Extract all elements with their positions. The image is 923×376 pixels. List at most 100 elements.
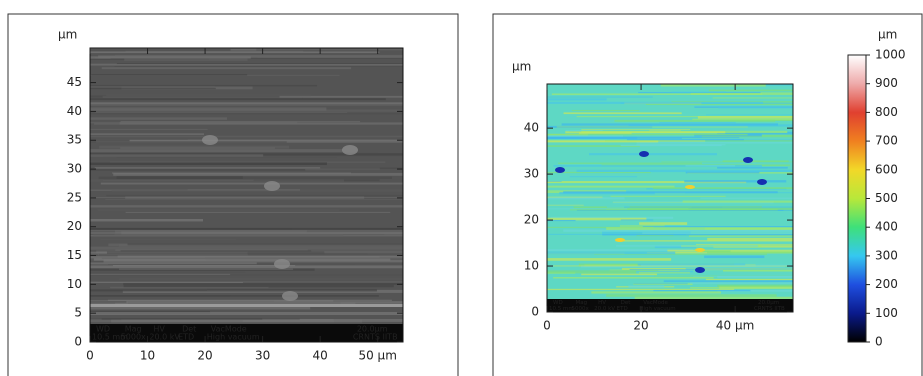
image-streak (649, 129, 681, 131)
image-streak (705, 139, 793, 141)
image-streak (547, 217, 647, 221)
image-streak (547, 197, 625, 200)
image-streak (90, 218, 204, 222)
image-streak (547, 185, 675, 188)
image-streak (113, 172, 403, 176)
image-spot (639, 151, 649, 157)
image-streak (95, 112, 348, 113)
image-streak (90, 273, 231, 275)
image-band (90, 304, 403, 307)
y-tick-label: 5 (74, 306, 82, 320)
image-streak (629, 269, 705, 271)
image-streak (90, 107, 327, 111)
image-streak (547, 171, 651, 174)
image-streak (122, 289, 403, 293)
image-streak (106, 94, 312, 97)
image-streak (636, 144, 726, 146)
info-value: CRNTS IITB (754, 306, 785, 312)
colorbar-tick-label: 200 (875, 277, 898, 291)
image-streak (628, 285, 665, 288)
image-streak (620, 219, 654, 221)
image-streak (90, 196, 403, 198)
x-tick-label: 0 (543, 319, 551, 333)
image-streak (120, 250, 312, 252)
image-streak (98, 176, 393, 180)
info-label: Det (182, 325, 196, 334)
image-streak (547, 181, 747, 184)
image-streak (563, 112, 682, 115)
image-streak (123, 282, 403, 285)
info-value: 20.0 kV (594, 306, 615, 312)
image-particle (342, 145, 358, 155)
image-streak (90, 162, 327, 166)
info-label: 20.0µm (357, 325, 388, 334)
image-streak (547, 251, 676, 255)
image-streak (553, 276, 714, 279)
image-streak (718, 106, 793, 109)
image-streak (110, 161, 386, 164)
colorbar-tick-label: 500 (875, 191, 898, 205)
image-streak (90, 318, 300, 320)
image-streak (90, 262, 257, 265)
y-tick-label: 35 (67, 133, 82, 147)
image-streak (116, 63, 403, 65)
y-tick-label: 0 (74, 335, 82, 349)
plot-frame (546, 83, 794, 313)
colorbar-tick-label: 100 (875, 306, 898, 320)
image-streak (671, 91, 726, 93)
image-streak (606, 227, 793, 230)
image-streak (547, 140, 706, 142)
image-streak (107, 299, 392, 301)
image-streak (90, 109, 403, 112)
image-streak (90, 246, 403, 250)
image-streak (114, 54, 403, 58)
image-streak (692, 118, 793, 121)
image-streak (717, 166, 788, 169)
x-tick-label: 50 µm (358, 349, 396, 363)
image-streak (634, 296, 793, 300)
image-streak (90, 295, 379, 297)
image-streak (708, 89, 793, 92)
image-streak (569, 176, 638, 178)
x-tick-label: 40 µm (716, 319, 754, 333)
image-streak (547, 288, 735, 291)
image-streak (125, 50, 304, 52)
image-streak (91, 74, 248, 76)
image-streak (547, 136, 740, 139)
image-streak (684, 180, 787, 183)
image-streak (580, 265, 786, 268)
image-streak (90, 135, 403, 138)
image-streak (553, 165, 762, 167)
y-tick-label: 40 (524, 121, 539, 135)
image-streak (553, 265, 792, 267)
image-streak (495, 236, 540, 238)
image-streak (105, 199, 403, 201)
image-streak (119, 278, 403, 280)
image-streak (653, 289, 751, 292)
image-streak (576, 169, 793, 173)
image-streak (547, 270, 637, 274)
image-streak (120, 120, 361, 123)
image-streak (106, 251, 325, 255)
image-streak (594, 253, 767, 255)
image-streak (639, 222, 688, 225)
image-streak (660, 84, 766, 87)
image-streak (606, 294, 777, 297)
image-streak (547, 208, 628, 210)
x-tick-label: 20 (197, 349, 212, 363)
image-streak (494, 103, 546, 104)
image-streak (615, 245, 759, 247)
image-streak (547, 181, 562, 182)
info-label: Det (621, 300, 632, 306)
image-streak (685, 165, 736, 167)
image-streak (118, 244, 403, 247)
image-streak (547, 98, 607, 101)
image-streak (90, 48, 403, 51)
image-streak (90, 169, 306, 171)
info-bar (547, 299, 793, 312)
info-value: 5000x (121, 332, 146, 341)
image-streak (637, 263, 746, 266)
image-streak (90, 205, 403, 208)
